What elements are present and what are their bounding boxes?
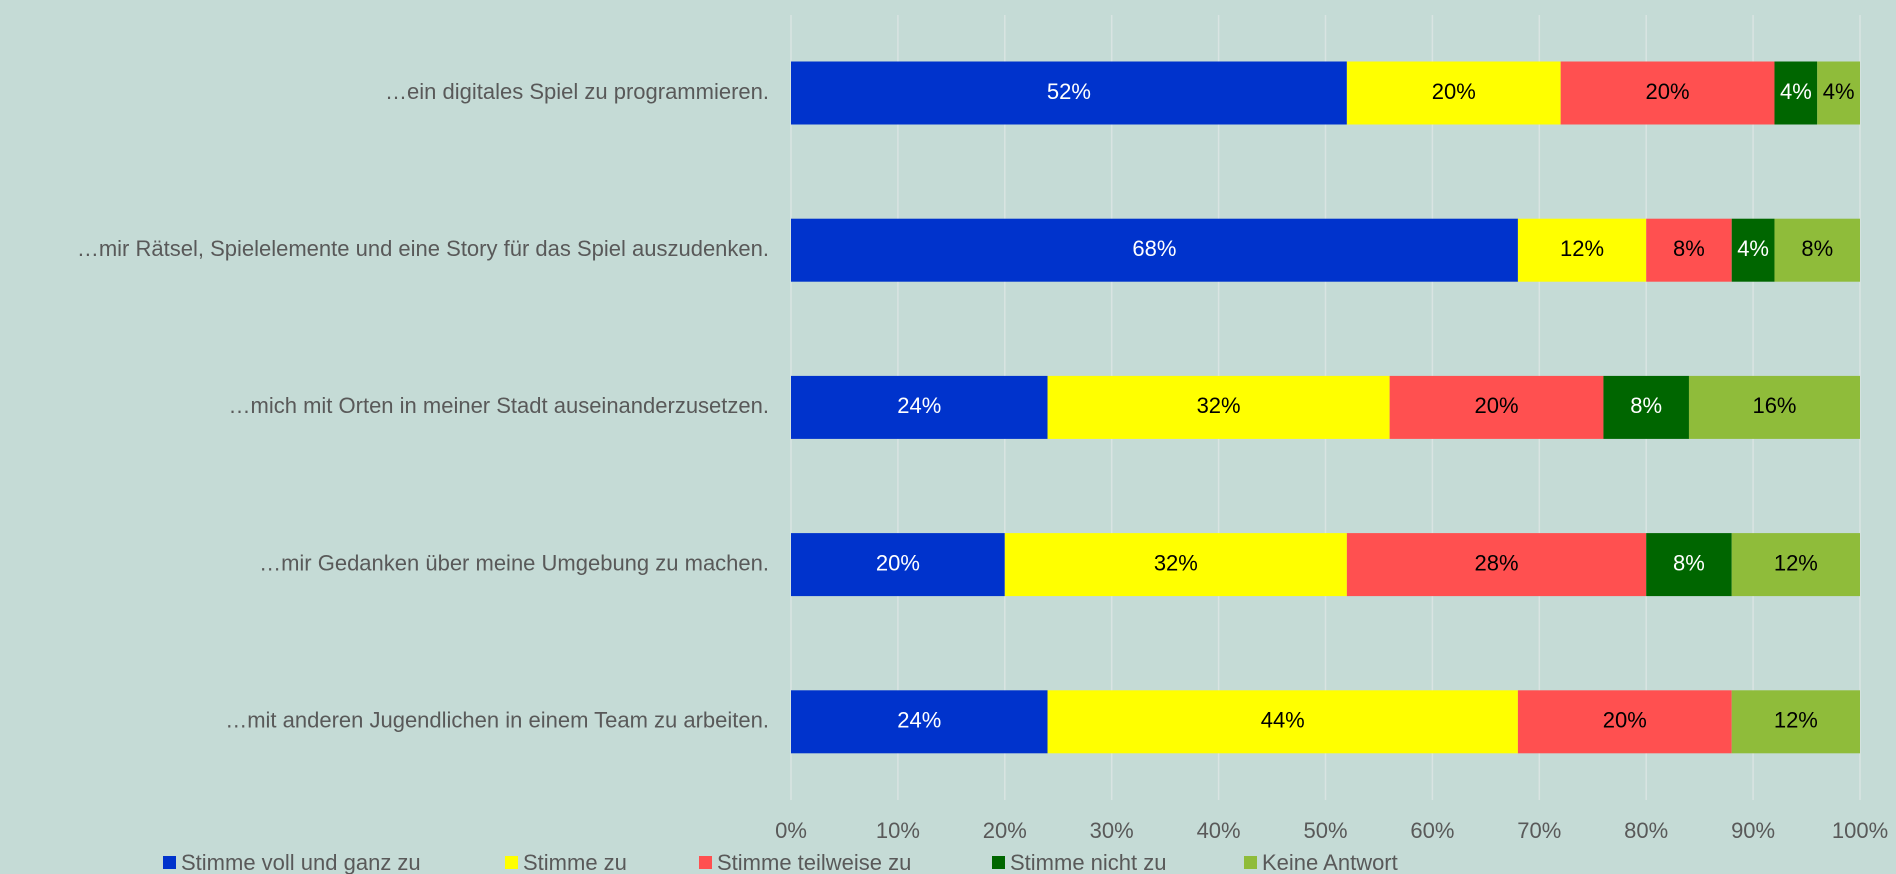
legend-label: Stimme voll und ganz zu [181, 850, 421, 874]
data-label: 8% [1673, 236, 1705, 261]
data-label: 16% [1752, 393, 1796, 418]
legend-label: Stimme teilweise zu [717, 850, 911, 874]
bar-segment [1517, 218, 1647, 282]
data-label: 44% [1261, 708, 1305, 733]
bar-segment [1646, 218, 1732, 282]
bar-segment [1731, 218, 1775, 282]
bar-segment [1517, 690, 1732, 754]
legend-label: Keine Antwort [1262, 850, 1398, 874]
bar-segment [1603, 375, 1689, 439]
category-label: …mit anderen Jugendlichen in einem Team … [225, 708, 769, 733]
bar-segment [1346, 61, 1561, 125]
data-label: 4% [1737, 236, 1769, 261]
bar-segment [791, 375, 1048, 439]
data-label: 8% [1801, 236, 1833, 261]
x-tick-label: 80% [1624, 818, 1668, 843]
x-tick-label: 60% [1410, 818, 1454, 843]
bar-segment [791, 61, 1347, 125]
data-label: 32% [1154, 550, 1198, 575]
data-label: 24% [897, 393, 941, 418]
bar-segment [1389, 375, 1604, 439]
bar-segment [1731, 533, 1860, 597]
x-tick-label: 0% [775, 818, 807, 843]
data-label: 20% [1646, 79, 1690, 104]
x-tick-label: 70% [1517, 818, 1561, 843]
bar-segment [1004, 533, 1347, 597]
data-label: 12% [1774, 550, 1818, 575]
category-label: …mir Rätsel, Spielelemente und eine Stor… [77, 236, 769, 261]
x-tick-label: 100% [1832, 818, 1888, 843]
bar-segment [791, 218, 1518, 282]
x-tick-label: 90% [1731, 818, 1775, 843]
legend-swatch [163, 856, 176, 869]
bar-segment [1047, 375, 1390, 439]
bar-segment [1817, 61, 1860, 125]
bar-segment [1560, 61, 1775, 125]
bar-segment [1731, 690, 1860, 754]
legend-swatch [992, 856, 1005, 869]
category-label: …mich mit Orten in meiner Stadt auseinan… [229, 393, 769, 418]
category-label: …mir Gedanken über meine Umgebung zu mac… [259, 550, 769, 575]
data-label: 4% [1780, 79, 1812, 104]
legend-label: Stimme zu [523, 850, 627, 874]
x-tick-label: 20% [983, 818, 1027, 843]
bar-segment [1646, 533, 1732, 597]
bar-segment [1047, 690, 1518, 754]
data-label: 20% [1475, 393, 1519, 418]
bar-segment [1688, 375, 1860, 439]
data-label: 12% [1774, 708, 1818, 733]
data-label: 52% [1047, 79, 1091, 104]
x-tick-label: 30% [1090, 818, 1134, 843]
data-label: 4% [1823, 79, 1855, 104]
data-label: 68% [1132, 236, 1176, 261]
data-label: 20% [1603, 708, 1647, 733]
category-label: …ein digitales Spiel zu programmieren. [385, 79, 769, 104]
data-label: 8% [1673, 550, 1705, 575]
bar-segment [791, 533, 1005, 597]
bar-segment [1346, 533, 1647, 597]
x-tick-label: 40% [1197, 818, 1241, 843]
legend-swatch [699, 856, 712, 869]
data-label: 28% [1475, 550, 1519, 575]
data-label: 8% [1630, 393, 1662, 418]
x-tick-label: 50% [1303, 818, 1347, 843]
data-label: 24% [897, 708, 941, 733]
x-tick-label: 10% [876, 818, 920, 843]
data-label: 20% [1432, 79, 1476, 104]
bar-segment [791, 690, 1048, 754]
bar-segment [1774, 218, 1860, 282]
legend-swatch [1244, 856, 1257, 869]
bar-segment [1774, 61, 1818, 125]
legend-swatch [505, 856, 518, 869]
data-label: 12% [1560, 236, 1604, 261]
legend-label: Stimme nicht zu [1010, 850, 1167, 874]
data-label: 20% [876, 550, 920, 575]
data-label: 32% [1197, 393, 1241, 418]
